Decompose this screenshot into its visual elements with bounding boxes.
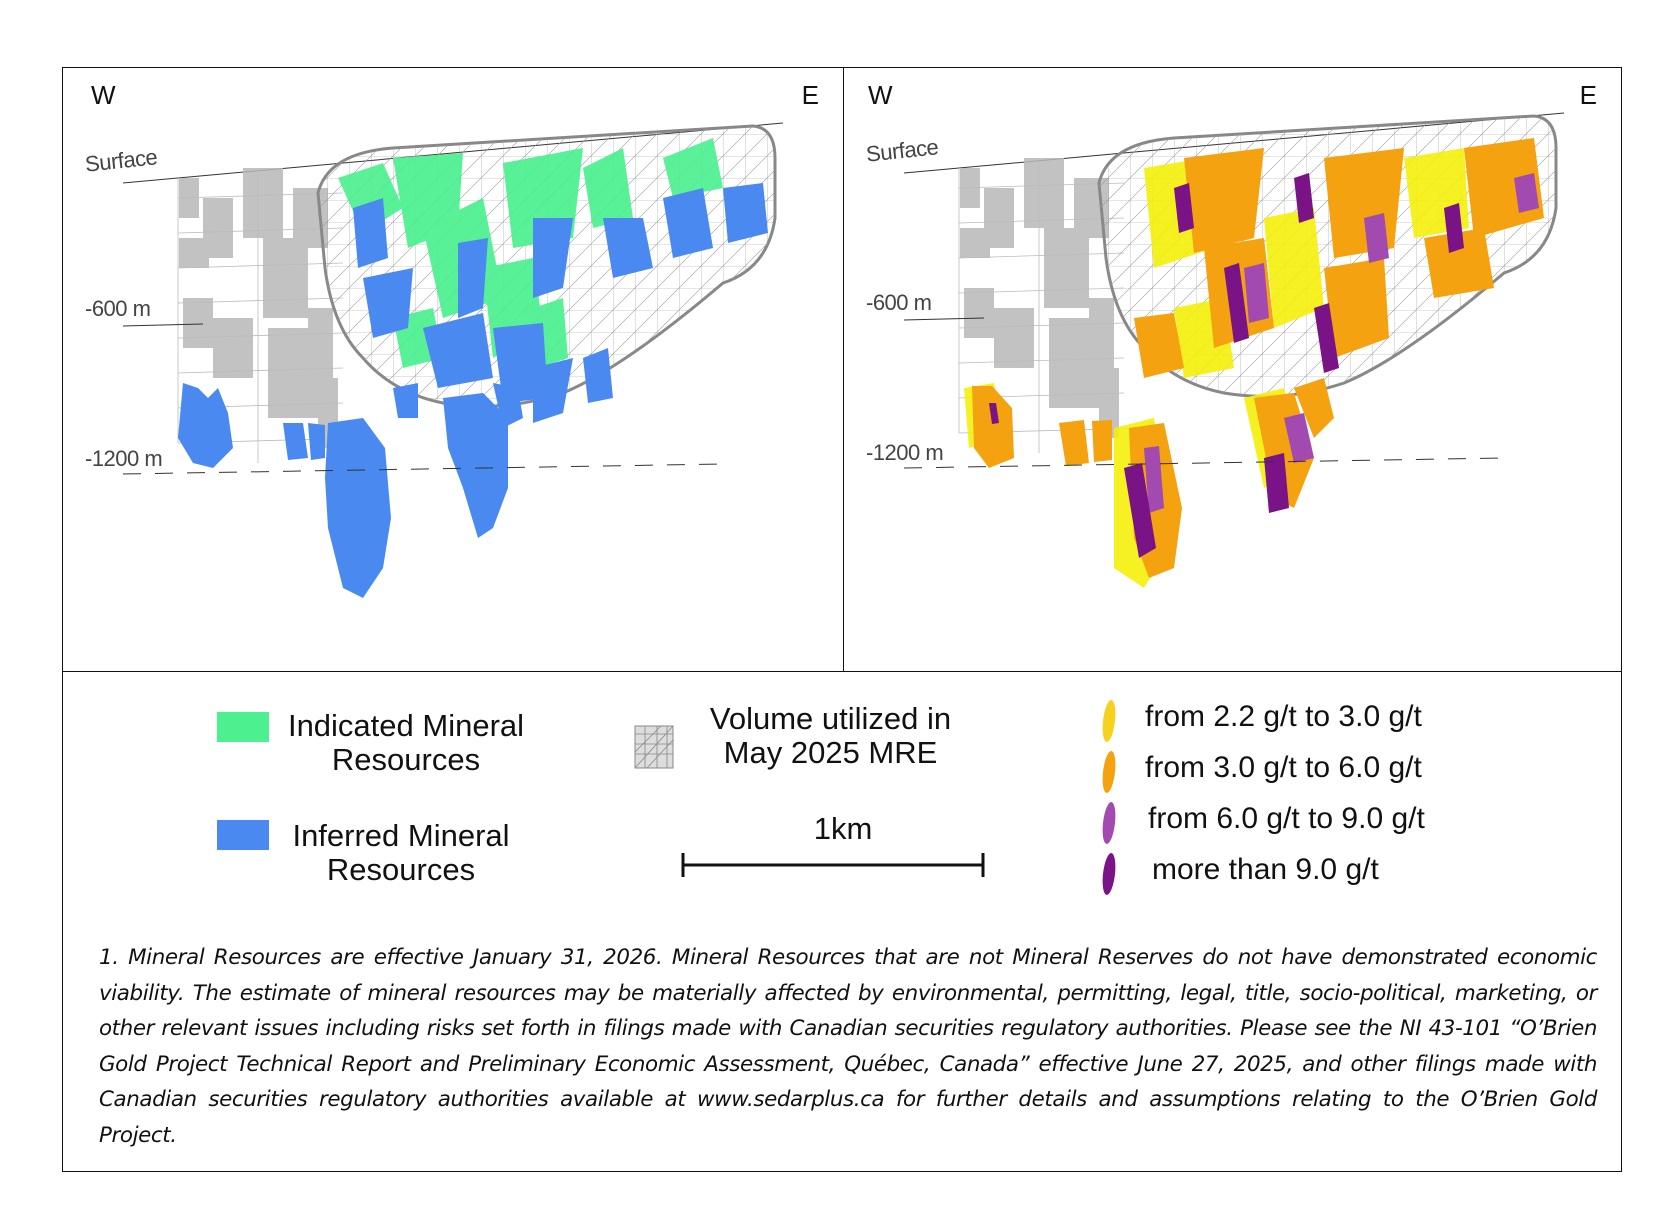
wireframe-volume-swatch-icon <box>634 725 674 769</box>
depth-lines <box>903 317 1505 469</box>
figure-frame: W E Surface -600 m -1200 m <box>62 67 1622 1172</box>
depth-lines <box>122 323 724 475</box>
west-label: W <box>868 80 893 110</box>
volume-legend-label: Volume utilized in May 2025 MRE <box>688 702 973 770</box>
inferred-line1: Inferred Mineral <box>292 818 510 853</box>
inferred-legend-label: Inferred Mineral Resources <box>271 819 531 887</box>
grade-swatch-9-plus <box>1100 853 1118 895</box>
grade-label-3-0-6-0: from 3.0 g/t to 6.0 g/t <box>1145 751 1422 784</box>
east-label: E <box>801 80 819 110</box>
legend-area: Indicated Mineral Resources Inferred Min… <box>63 671 1621 1172</box>
grade-swatch-6-0-9-0 <box>1100 802 1118 844</box>
panel-grade-distribution: W E Surface -600 m -1200 m <box>844 68 1621 671</box>
grade-label-9-plus: more than 9.0 g/t <box>1152 853 1379 886</box>
indicated-swatch <box>217 712 269 742</box>
historic-grid-lines <box>958 163 1145 453</box>
depth-label-600: -600 m <box>866 290 932 315</box>
scene-resource-classification <box>122 122 784 598</box>
grade-label-6-0-9-0: from 6.0 g/t to 9.0 g/t <box>1148 802 1425 835</box>
panel-resource-classification: W E Surface -600 m -1200 m <box>63 68 844 671</box>
scale-bar <box>681 853 985 877</box>
grade-orange-bodies <box>972 138 1544 578</box>
inferred-resources-bodies <box>178 183 768 598</box>
footnote: 1. Mineral Resources are effective Janua… <box>99 945 1597 1148</box>
inferred-line2: Resources <box>326 852 476 887</box>
depth-label-1200: -1200 m <box>866 440 944 465</box>
west-label: W <box>91 80 116 110</box>
indicated-line1: Indicated Mineral <box>287 708 525 743</box>
depth-label-1200: -1200 m <box>85 446 163 471</box>
volume-line1: Volume utilized in <box>709 701 952 736</box>
inferred-swatch <box>217 820 269 850</box>
grade-purple-bodies <box>1144 173 1539 513</box>
volume-line2: May 2025 MRE <box>723 735 938 770</box>
grade-dark-purple-bodies <box>989 173 1464 558</box>
depth-label-600: -600 m <box>85 296 151 321</box>
historic-workings-gray <box>960 158 1119 438</box>
grade-swatch-2-2-3-0 <box>1100 700 1118 742</box>
indicated-line2: Resources <box>331 742 481 777</box>
scale-bar-label: 1km <box>813 811 873 846</box>
grade-label-2-2-3-0: from 2.2 g/t to 3.0 g/t <box>1145 700 1422 733</box>
scene-grade-distribution <box>903 112 1565 588</box>
east-label: E <box>1579 80 1597 110</box>
indicated-legend-label: Indicated Mineral Resources <box>271 709 541 777</box>
grade-swatch-3-0-6-0 <box>1100 751 1118 793</box>
